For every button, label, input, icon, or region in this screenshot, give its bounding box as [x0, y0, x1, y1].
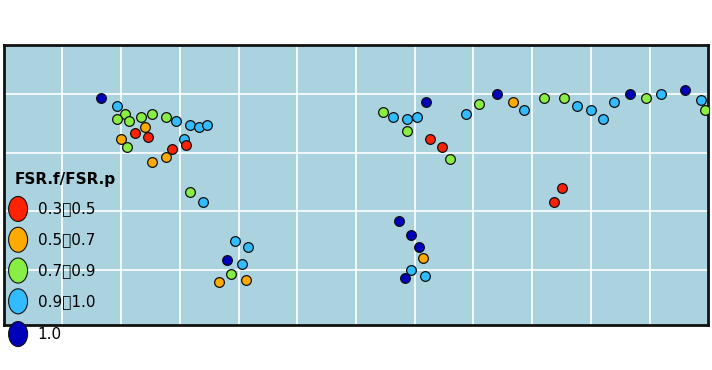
- Text: FSR.f/FSR.p: FSR.f/FSR.p: [14, 172, 115, 188]
- Circle shape: [9, 289, 28, 314]
- Circle shape: [9, 258, 28, 283]
- Circle shape: [9, 196, 28, 222]
- Text: 0.5～0.7: 0.5～0.7: [38, 232, 95, 247]
- Circle shape: [9, 322, 28, 347]
- Text: 0.3～0.5: 0.3～0.5: [38, 202, 95, 216]
- Text: 0.7～0.9: 0.7～0.9: [38, 263, 95, 278]
- Text: 1.0: 1.0: [38, 327, 62, 342]
- Text: 0.9～1.0: 0.9～1.0: [38, 294, 95, 309]
- Circle shape: [9, 227, 28, 252]
